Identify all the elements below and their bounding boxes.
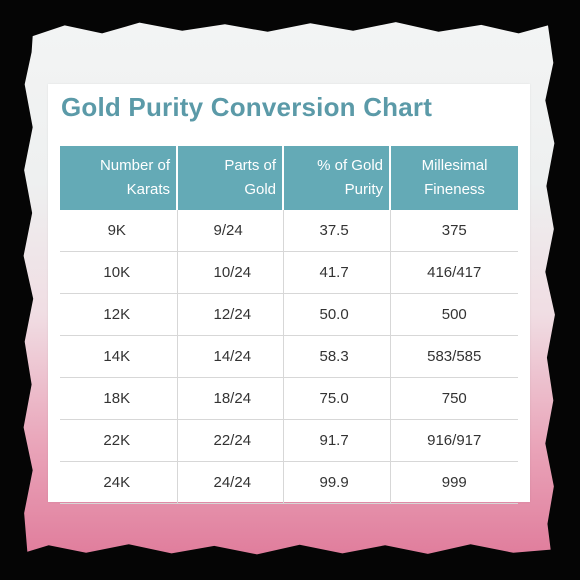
header-karats: Number of Karats — [60, 146, 178, 210]
parts-cell: 14/24 — [177, 335, 284, 378]
karats-cell: 24K — [60, 461, 178, 504]
parts-cell: 24/24 — [177, 461, 284, 504]
parts-cell: 10/24 — [177, 251, 284, 294]
table-row: 24K 24/24 99.9 999 — [60, 461, 518, 504]
karats-cell: 22K — [60, 419, 178, 462]
header-karats-line2: Karats — [126, 181, 170, 198]
chart-title: Gold Purity Conversion Chart — [61, 92, 433, 122]
fineness-cell: 416/417 — [390, 251, 518, 294]
karats-cell: 10K — [60, 251, 178, 294]
header-parts: Parts of Gold — [177, 146, 284, 210]
parts-cell: 12/24 — [177, 293, 284, 336]
table-row: 10K 10/24 41.7 416/417 — [60, 251, 518, 294]
purity-cell: 58.3 — [283, 335, 391, 378]
purity-cell: 37.5 — [283, 210, 391, 252]
parts-cell: 9/24 — [177, 210, 284, 252]
header-fineness-line2: Fineness — [424, 181, 485, 198]
table-header: Number of Karats Parts of Gold % of Gold… — [60, 146, 518, 210]
fineness-cell: 583/585 — [390, 335, 518, 378]
header-purity-line2: Purity — [344, 181, 383, 198]
karats-cell: 9K — [60, 210, 178, 252]
karats-cell: 14K — [60, 335, 178, 378]
purity-cell: 75.0 — [283, 377, 391, 420]
parts-cell: 22/24 — [177, 419, 284, 462]
purity-table: Number of Karats Parts of Gold % of Gold… — [60, 146, 518, 504]
header-purity-line1: % of Gold — [317, 157, 383, 174]
table-row: 12K 12/24 50.0 500 — [60, 293, 518, 336]
fineness-cell: 750 — [390, 377, 518, 420]
table-row: 9K 9/24 37.5 375 — [60, 210, 518, 252]
karats-cell: 12K — [60, 293, 178, 336]
table-body: 9K 9/24 37.5 375 10K 10/24 41.7 416/417 12K 12/24… — [60, 210, 518, 504]
header-karats-line1: Number of — [99, 157, 170, 174]
fineness-cell: 375 — [390, 210, 518, 252]
header-parts-line1: Parts of — [224, 157, 276, 174]
header-fineness-line1: Millesimal — [421, 157, 488, 174]
purity-cell: 50.0 — [283, 293, 391, 336]
table-row: 14K 14/24 58.3 583/585 — [60, 335, 518, 378]
header-parts-line2: Gold — [244, 181, 276, 198]
chart-card: Gold Purity Conversion Chart Number of K… — [48, 84, 530, 504]
purity-cell: 91.7 — [283, 419, 391, 462]
purity-cell: 41.7 — [283, 251, 391, 294]
fineness-cell: 916/917 — [390, 419, 518, 462]
table-row: 18K 18/24 75.0 750 — [60, 377, 518, 420]
header-purity: % of Gold Purity — [283, 146, 391, 210]
fineness-cell: 500 — [390, 293, 518, 336]
header-row: Number of Karats Parts of Gold % of Gold… — [60, 146, 518, 210]
purity-cell: 99.9 — [283, 461, 391, 504]
parts-cell: 18/24 — [177, 377, 284, 420]
table-row: 22K 22/24 91.7 916/917 — [60, 419, 518, 462]
karats-cell: 18K — [60, 377, 178, 420]
header-fineness: Millesimal Fineness — [390, 146, 518, 210]
fineness-cell: 999 — [390, 461, 518, 504]
